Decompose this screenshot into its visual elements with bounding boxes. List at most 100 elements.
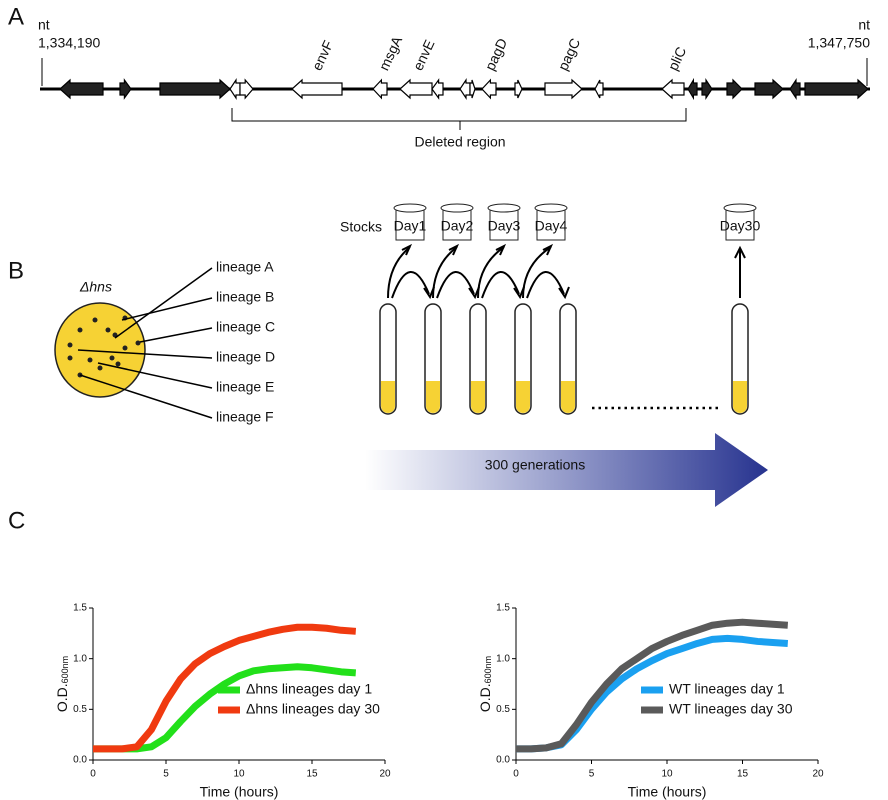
stock-tube <box>725 209 755 241</box>
culture <box>381 381 395 413</box>
gene-arrow <box>661 78 685 100</box>
arrow <box>436 271 475 299</box>
stock-cap <box>723 203 757 213</box>
gene-arrow <box>372 78 388 100</box>
gene-arrow <box>687 77 698 101</box>
culture <box>561 381 575 413</box>
arrow <box>391 271 430 299</box>
x-tick-label: 20 <box>812 769 824 780</box>
gene-arrow <box>291 78 343 100</box>
arrow <box>522 246 552 299</box>
x-tick-label: 5 <box>163 769 169 780</box>
stock-tube <box>536 209 566 241</box>
gene-arrow <box>804 78 869 100</box>
nt-position: 1,334,190 <box>38 35 100 51</box>
legend-label: Δhns lineages day 1 <box>246 681 372 697</box>
y-tick-label: 1.5 <box>496 603 510 614</box>
x-tick-label: 20 <box>379 769 391 780</box>
panel-letter: C <box>8 507 25 534</box>
arrow <box>558 286 570 300</box>
lineages: lineage A lineage B lineage C lineage D line… <box>67 259 275 425</box>
x-tick-label: 15 <box>737 769 749 780</box>
gene-label: msgA <box>376 33 406 73</box>
culture <box>471 381 485 413</box>
arrow <box>526 271 565 299</box>
gene-arrow <box>229 78 241 100</box>
gene-arrow <box>59 78 104 100</box>
x-axis-label: Time (hours) <box>200 784 279 800</box>
dot <box>97 365 103 371</box>
x-tick-label: 5 <box>589 769 595 780</box>
y-label-main: O.D. <box>477 683 493 712</box>
culture <box>516 381 530 413</box>
panel-letter: A <box>8 3 24 30</box>
gene-arrow <box>399 78 433 100</box>
lineage-label: lineage D <box>216 349 275 365</box>
gene-arrow <box>754 78 784 100</box>
y-axis-label: O.D.600nm <box>477 656 494 712</box>
x-axis-label: Time (hours) <box>628 784 707 800</box>
legend-label: WT lineages day 30 <box>669 701 793 717</box>
gene-arrow <box>459 78 471 100</box>
stock-cap <box>393 203 427 213</box>
lineage-line <box>139 327 213 343</box>
gene-label: pagC <box>555 36 584 73</box>
lineage-label: lineage B <box>216 289 274 305</box>
lineage-label: lineage A <box>216 259 274 275</box>
dot <box>92 317 98 323</box>
gene-arrow <box>469 79 476 99</box>
x-tick-label: 10 <box>233 769 245 780</box>
gene-arrow <box>159 78 231 100</box>
generation-arrow <box>365 433 768 507</box>
gene-label: envF <box>309 38 337 73</box>
lineage-line <box>79 374 213 419</box>
gene-label: pagD <box>482 36 511 73</box>
gene-arrow <box>119 78 132 100</box>
dot <box>105 327 111 333</box>
culture <box>733 381 747 413</box>
bracket <box>231 108 687 130</box>
arrow <box>477 246 505 299</box>
dot <box>115 361 121 367</box>
lineage-line <box>77 349 213 359</box>
arrow <box>401 243 413 256</box>
x-tick-label: 15 <box>306 769 318 780</box>
gene-arrow <box>239 78 254 100</box>
dot <box>87 357 93 363</box>
arrow <box>432 246 458 299</box>
legend-label: Δhns lineages day 30 <box>246 701 380 717</box>
x-tick-label: 0 <box>513 769 519 780</box>
culture <box>426 381 440 413</box>
gene-arrow <box>594 79 604 99</box>
x-tick-label: 10 <box>661 769 673 780</box>
stock-cap <box>487 203 521 213</box>
stock-cap <box>440 203 474 213</box>
stock-tube <box>395 209 425 241</box>
dot <box>67 342 73 348</box>
y-tick-label: 0.5 <box>496 704 510 715</box>
legend-label: WT lineages day 1 <box>669 681 785 697</box>
nt-label: nt <box>38 17 50 33</box>
lineage-line <box>114 267 213 339</box>
series-line <box>516 618 789 753</box>
lineage-label: lineage E <box>216 379 274 395</box>
day-label: Day2 <box>441 218 474 234</box>
gene-arrow <box>481 78 497 100</box>
arrow <box>387 246 411 299</box>
gene-label: pliC <box>665 44 690 73</box>
y-label-sub: 600nm <box>60 656 70 684</box>
gene-arrow <box>789 78 801 100</box>
arrow <box>448 243 460 256</box>
nt-label: nt <box>858 17 870 33</box>
deleted-label: Deleted region <box>414 134 505 150</box>
dot <box>67 355 73 361</box>
colony-plate <box>54 302 146 398</box>
y-label-main: O.D. <box>54 683 70 712</box>
x-tick-label: 0 <box>90 769 96 780</box>
arrow <box>495 243 507 256</box>
gene-label: envE <box>410 37 438 73</box>
strain-label: Δhns <box>79 279 112 295</box>
stocks-label: Stocks <box>340 219 382 235</box>
dot <box>77 327 83 333</box>
